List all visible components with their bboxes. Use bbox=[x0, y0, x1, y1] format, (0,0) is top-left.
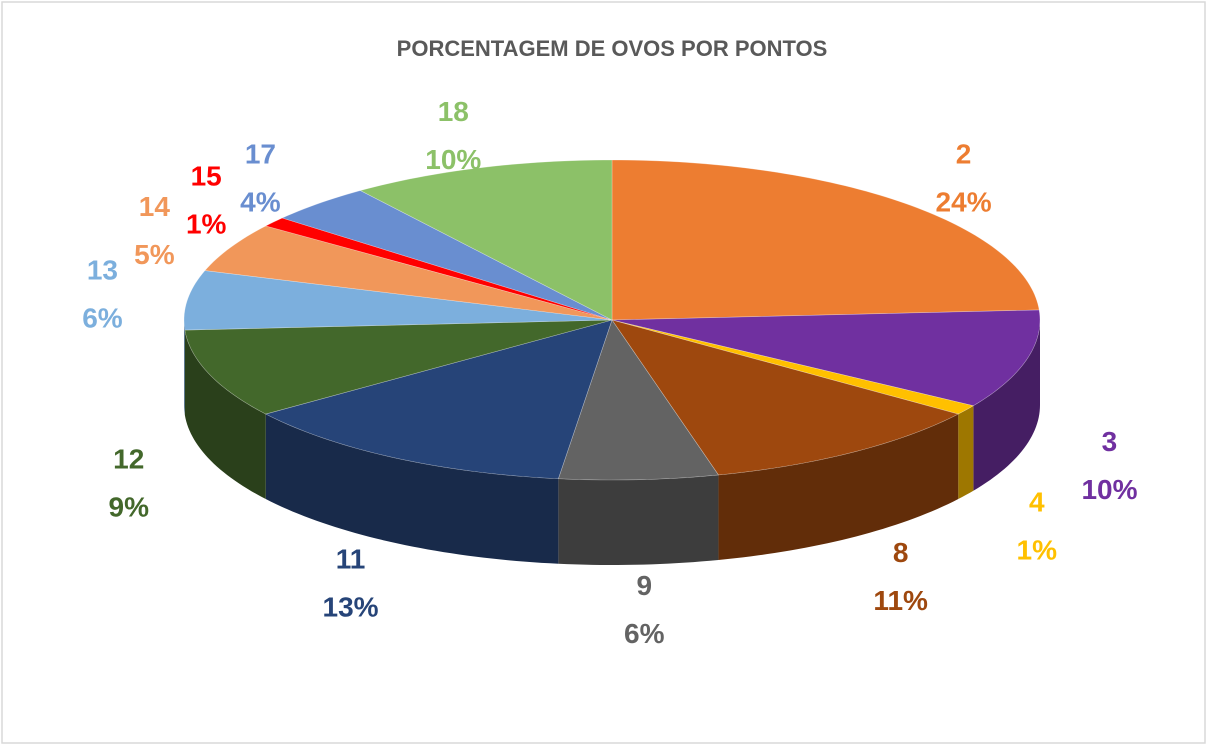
value-label: 5% bbox=[134, 239, 175, 270]
pie-side bbox=[184, 330, 266, 500]
pie-side bbox=[973, 320, 1040, 491]
value-label: 13% bbox=[323, 592, 379, 623]
category-label: 17 bbox=[245, 138, 276, 169]
pie-side bbox=[718, 414, 959, 560]
pie-slice bbox=[611, 319, 975, 415]
pie-slice bbox=[183, 270, 613, 331]
pie-side bbox=[958, 405, 974, 500]
category-label: 13 bbox=[87, 254, 118, 285]
pie-slice bbox=[611, 309, 1041, 407]
chart-title: PORCENTAGEM DE OVOS POR PONTOS bbox=[397, 36, 828, 61]
category-label: 18 bbox=[438, 96, 469, 127]
pie-side bbox=[265, 414, 559, 564]
category-label: 8 bbox=[893, 537, 909, 568]
pie-side bbox=[184, 320, 185, 416]
pie-slice bbox=[359, 159, 613, 321]
value-label: 24% bbox=[936, 186, 992, 217]
pie-slice bbox=[184, 319, 613, 415]
category-label: 3 bbox=[1102, 426, 1118, 457]
value-label: 6% bbox=[82, 302, 123, 333]
category-label: 14 bbox=[139, 191, 171, 222]
value-label: 10% bbox=[425, 144, 481, 175]
value-label: 4% bbox=[240, 186, 281, 217]
pie-slice bbox=[204, 225, 613, 321]
pie-slice bbox=[611, 319, 960, 476]
value-label: 9% bbox=[109, 491, 150, 522]
category-label: 11 bbox=[336, 544, 366, 575]
category-label: 2 bbox=[956, 138, 972, 169]
category-label: 12 bbox=[113, 443, 144, 474]
category-label: 9 bbox=[636, 570, 652, 601]
pie-slice bbox=[264, 319, 613, 480]
pie-side bbox=[558, 474, 719, 565]
pie-slice bbox=[281, 190, 613, 321]
category-label: 4 bbox=[1029, 486, 1045, 517]
pie-slice bbox=[611, 159, 1040, 321]
value-label: 1% bbox=[186, 209, 227, 240]
category-label: 15 bbox=[191, 161, 222, 192]
pie-slice bbox=[557, 319, 719, 481]
value-label: 6% bbox=[624, 618, 665, 649]
value-label: 10% bbox=[1081, 474, 1137, 505]
pie-slice bbox=[264, 217, 613, 321]
value-label: 1% bbox=[1017, 534, 1058, 565]
value-label: 11% bbox=[873, 585, 928, 616]
